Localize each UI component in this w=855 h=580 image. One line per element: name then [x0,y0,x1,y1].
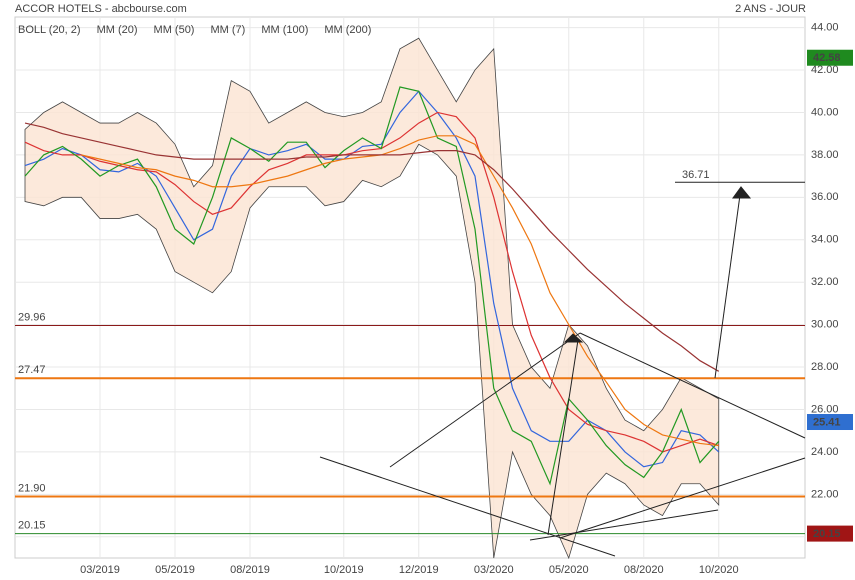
legend-entry: MM (20) [97,24,138,36]
y-tick-label: 28.00 [811,361,839,373]
level-label: 29.96 [18,311,46,323]
x-tick-label: 05/2019 [155,564,195,576]
series-line [24,86,720,486]
bollinger-band [24,37,720,560]
trend-lines [319,186,806,557]
y-tick-label: 44.00 [811,22,839,34]
y-tick-label: 24.00 [811,446,839,458]
y-tick-label: 22.00 [811,488,839,500]
x-tick-label: 08/2020 [624,564,664,576]
x-tick-label: 03/2019 [80,564,120,576]
target-label: 36.71 [682,169,710,181]
y-tick-label: 32.00 [811,276,839,288]
legend-entry: MM (7) [210,24,245,36]
period: 2 ANS - JOUR [735,3,806,15]
series-line [24,122,720,372]
series-line [24,90,720,468]
y-tick-label: 36.00 [811,191,839,203]
plot: 29.96 27.47 21.90 20.15 36.71 [15,17,805,560]
level-label: 27.47 [18,364,46,376]
x-tick-label: 08/2019 [230,564,270,576]
price-badge-label: 20.15 [813,528,841,540]
x-tick-label: 10/2019 [324,564,364,576]
y-tick-label: 30.00 [811,319,839,331]
legend-entry: MM (100) [261,24,308,36]
y-tick-label: 40.00 [811,106,839,118]
price-badge [807,525,853,542]
y-tick-label: 34.00 [811,234,839,246]
series-line [81,135,719,447]
y-tick-label: 42.00 [811,64,839,76]
price-badge [807,49,853,66]
price-badge-label: 42.58 [813,52,841,64]
x-tick-label: 10/2020 [699,564,739,576]
y-tick-label: 38.00 [811,149,839,161]
legend-entry: BOLL (20, 2) [18,24,81,36]
price-badge-label: 25.41 [813,416,841,428]
price-badge [807,414,853,431]
legend-entry: MM (50) [154,24,195,36]
chart-title: ACCOR HOTELS - abcbourse.com [15,3,187,15]
level-label: 21.90 [18,482,46,494]
legend-entry: MM (200) [324,24,371,36]
x-tick-label: 03/2020 [474,564,514,576]
series-line [24,111,719,453]
level-label: 20.15 [18,520,46,532]
x-tick-label: 12/2019 [399,564,439,576]
y-tick-label: 26.00 [811,403,839,415]
x-tick-label: 05/2020 [549,564,589,576]
plot-frame [14,16,806,559]
